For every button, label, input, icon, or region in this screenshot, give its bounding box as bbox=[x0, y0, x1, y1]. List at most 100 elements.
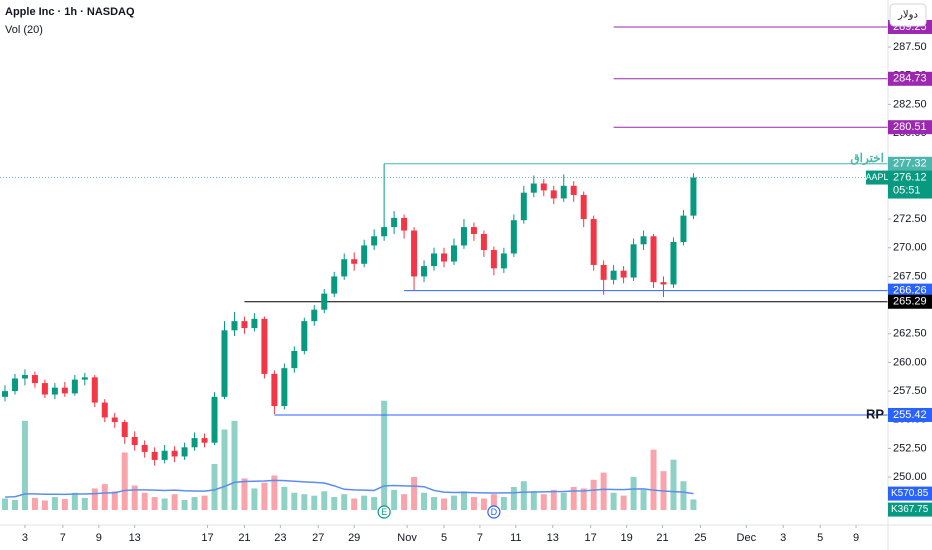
x-tick-label: Nov bbox=[397, 532, 417, 544]
event-label: D bbox=[491, 507, 498, 517]
volume-bar bbox=[480, 498, 487, 510]
volume-bar bbox=[331, 497, 338, 510]
x-tick-label: 21 bbox=[238, 532, 250, 544]
volume-bar bbox=[361, 495, 368, 510]
x-tick-label: 23 bbox=[274, 532, 286, 544]
candle-body bbox=[341, 259, 348, 277]
x-tick-label: 11 bbox=[510, 532, 521, 544]
y-tick-label: 260.00 bbox=[893, 356, 927, 368]
candle-body bbox=[71, 379, 78, 394]
candle-body bbox=[21, 375, 28, 379]
level-tag bbox=[888, 71, 932, 86]
candle-body bbox=[670, 242, 677, 285]
candle-body bbox=[361, 245, 368, 264]
volume-bar bbox=[211, 464, 218, 510]
volume-bar bbox=[500, 497, 507, 510]
x-tick-label: 17 bbox=[585, 532, 597, 544]
candle-body bbox=[401, 217, 408, 231]
candle-body bbox=[441, 253, 447, 262]
volume-bar bbox=[421, 492, 428, 510]
candle-body bbox=[41, 383, 48, 395]
y-tick-label: 257.50 bbox=[893, 385, 927, 397]
y-tick-label: 272.50 bbox=[893, 213, 927, 225]
price-tag-label: 276.12 bbox=[893, 171, 927, 183]
volume-bar bbox=[311, 495, 318, 510]
x-tick-label: 9 bbox=[853, 532, 859, 544]
candle-body bbox=[161, 450, 168, 460]
level-tag-label: 277.32 bbox=[893, 158, 927, 170]
volume-bar bbox=[241, 478, 248, 510]
volume-bar bbox=[610, 492, 617, 510]
volume-bar bbox=[341, 494, 348, 510]
x-tick-label: 29 bbox=[348, 532, 360, 544]
candle-body bbox=[281, 368, 288, 407]
x-tick-label: 5 bbox=[817, 532, 823, 544]
level-tag bbox=[888, 156, 932, 171]
ticker-tag-label: AAPL bbox=[865, 172, 888, 182]
candle-body bbox=[141, 445, 148, 452]
volume-bar bbox=[490, 494, 497, 510]
volume-ma-line bbox=[4, 479, 694, 498]
candle-body bbox=[331, 276, 338, 294]
volume-bar bbox=[201, 495, 208, 510]
candle-body bbox=[1, 391, 8, 397]
volume-bar bbox=[31, 497, 38, 510]
level-tag bbox=[888, 283, 932, 298]
candle-body bbox=[371, 236, 378, 246]
y-tick-label: 252.50 bbox=[893, 442, 927, 454]
volume-bar bbox=[431, 497, 438, 510]
volume-bar bbox=[271, 475, 278, 510]
candle-body bbox=[101, 402, 108, 418]
candle-body bbox=[500, 253, 507, 269]
level-tag-label: 280.51 bbox=[893, 121, 927, 133]
volume-bar bbox=[231, 420, 238, 510]
volume-bar bbox=[460, 491, 467, 510]
volume-bar bbox=[101, 484, 108, 510]
candle-body bbox=[171, 450, 178, 457]
x-tick-label: 17 bbox=[201, 532, 213, 544]
x-tick-label: 5 bbox=[441, 532, 447, 544]
volume-bar bbox=[41, 500, 48, 510]
volume-bar bbox=[261, 482, 268, 510]
volume-bar bbox=[590, 479, 597, 510]
candle-body bbox=[91, 377, 98, 403]
candle-body bbox=[261, 318, 268, 374]
y-tick-label: 267.50 bbox=[893, 270, 927, 282]
volume-bar bbox=[580, 488, 587, 510]
candle-body bbox=[600, 264, 607, 280]
volume-bar bbox=[321, 491, 328, 510]
level-tag-label: 266.26 bbox=[893, 285, 927, 297]
candle-body bbox=[111, 417, 118, 423]
volume-bar bbox=[371, 497, 378, 510]
candle-body bbox=[211, 396, 218, 443]
x-tick-label: 7 bbox=[477, 532, 483, 544]
candle-body bbox=[251, 318, 258, 329]
volume-bar bbox=[51, 497, 58, 510]
x-tick-label: 21 bbox=[656, 532, 668, 544]
volume-bar bbox=[111, 491, 118, 510]
candle-body bbox=[231, 321, 238, 331]
volume-bar bbox=[381, 400, 388, 510]
volume-bar bbox=[301, 494, 308, 510]
volume-ma-tag bbox=[888, 486, 932, 501]
candle-body bbox=[391, 217, 398, 228]
y-tick-label: 250.00 bbox=[893, 471, 927, 483]
volume-bar bbox=[141, 492, 148, 510]
candle-body bbox=[510, 220, 517, 254]
candle-body bbox=[31, 375, 38, 384]
currency-button-label[interactable]: دولار bbox=[897, 10, 918, 21]
volume-bar bbox=[540, 494, 547, 510]
candle-body bbox=[151, 451, 158, 460]
volume-bar bbox=[131, 485, 138, 510]
indicator-label: Vol (20) bbox=[5, 24, 43, 36]
x-tick-label: 13 bbox=[129, 532, 141, 544]
x-tick-label: 3 bbox=[780, 532, 786, 544]
candle-body bbox=[680, 215, 687, 243]
event-marker bbox=[377, 505, 391, 519]
candle-body bbox=[301, 321, 308, 351]
volume-bar bbox=[560, 492, 567, 510]
ticker-tag bbox=[866, 170, 888, 185]
currency-button[interactable] bbox=[889, 3, 927, 27]
candle-body bbox=[241, 321, 248, 329]
